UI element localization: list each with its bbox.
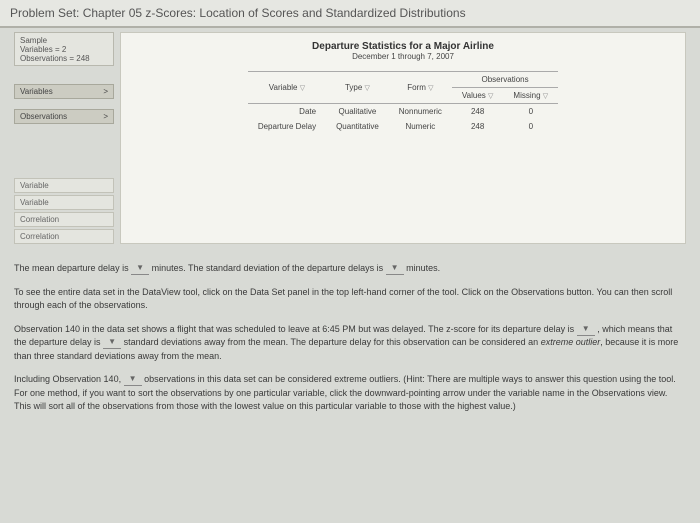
cell-variable: Departure Delay bbox=[248, 119, 326, 134]
observations-button[interactable]: Observations > bbox=[14, 109, 114, 124]
panel-subtitle: December 1 through 7, 2007 bbox=[135, 52, 671, 61]
cell-values: 248 bbox=[452, 104, 504, 120]
list-item[interactable]: Correlation bbox=[14, 229, 114, 244]
italic-term: extreme outlier bbox=[541, 337, 601, 347]
cell-form: Nonnumeric bbox=[389, 104, 452, 120]
sort-icon: ▽ bbox=[365, 85, 370, 92]
col-variable[interactable]: Variable ▽ bbox=[248, 72, 326, 104]
col-observations-group: Observations bbox=[452, 72, 558, 88]
page-title: Problem Set: Chapter 05 z-Scores: Locati… bbox=[10, 6, 466, 20]
cell-form: Numeric bbox=[389, 119, 452, 134]
observations-count: Observations = 248 bbox=[20, 54, 108, 63]
panel-title: Departure Statistics for a Major Airline bbox=[135, 41, 671, 52]
cell-missing: 0 bbox=[503, 119, 558, 134]
sort-icon: ▽ bbox=[488, 93, 493, 100]
paragraph-2: To see the entire data set in the DataVi… bbox=[14, 286, 686, 313]
question-text: The mean departure delay is ▼ minutes. T… bbox=[14, 262, 686, 414]
chevron-right-icon: > bbox=[103, 87, 108, 96]
list-item[interactable]: Variable bbox=[14, 195, 114, 210]
cell-type: Qualitative bbox=[326, 104, 389, 120]
variables-button-label: Variables bbox=[20, 87, 53, 96]
list-item[interactable]: Variable bbox=[14, 178, 114, 193]
table-row: Departure Delay Quantitative Numeric 248… bbox=[248, 119, 558, 134]
sort-icon: ▽ bbox=[428, 85, 433, 92]
dropdown-zscore[interactable]: ▼ bbox=[577, 323, 595, 336]
sample-panel[interactable]: Sample Variables = 2 Observations = 248 bbox=[14, 32, 114, 66]
observations-button-label: Observations bbox=[20, 112, 67, 121]
cell-type: Quantitative bbox=[326, 119, 389, 134]
col-missing[interactable]: Missing ▽ bbox=[503, 88, 558, 104]
content-area: Sample Variables = 2 Observations = 248 … bbox=[0, 32, 700, 434]
cell-values: 248 bbox=[452, 119, 504, 134]
paragraph-3: Observation 140 in the data set shows a … bbox=[14, 323, 686, 364]
left-panel: Sample Variables = 2 Observations = 248 … bbox=[14, 32, 114, 244]
dropdown-sd-away[interactable]: ▼ bbox=[103, 336, 121, 349]
paragraph-1: The mean departure delay is ▼ minutes. T… bbox=[14, 262, 686, 276]
sample-label: Sample bbox=[20, 36, 108, 45]
variables-button[interactable]: Variables > bbox=[14, 84, 114, 99]
variables-count: Variables = 2 bbox=[20, 45, 108, 54]
sort-icon: ▽ bbox=[300, 85, 305, 92]
stats-table: Variable ▽ Type ▽ Form ▽ Observations Va… bbox=[248, 71, 558, 134]
col-type[interactable]: Type ▽ bbox=[326, 72, 389, 104]
page-header: Problem Set: Chapter 05 z-Scores: Locati… bbox=[0, 0, 700, 28]
sort-icon: ▽ bbox=[543, 93, 548, 100]
stats-panel: Departure Statistics for a Major Airline… bbox=[120, 32, 686, 244]
dataview-tool: Sample Variables = 2 Observations = 248 … bbox=[14, 32, 686, 244]
col-form[interactable]: Form ▽ bbox=[389, 72, 452, 104]
dropdown-sd[interactable]: ▼ bbox=[386, 262, 404, 275]
cell-missing: 0 bbox=[503, 104, 558, 120]
paragraph-4: Including Observation 140, ▼ observation… bbox=[14, 373, 686, 414]
col-values[interactable]: Values ▽ bbox=[452, 88, 504, 104]
dropdown-mean[interactable]: ▼ bbox=[131, 262, 149, 275]
chevron-right-icon: > bbox=[103, 112, 108, 121]
dropdown-outlier-count[interactable]: ▼ bbox=[124, 373, 142, 386]
table-row: Date Qualitative Nonnumeric 248 0 bbox=[248, 104, 558, 120]
cell-variable: Date bbox=[248, 104, 326, 120]
list-item[interactable]: Correlation bbox=[14, 212, 114, 227]
